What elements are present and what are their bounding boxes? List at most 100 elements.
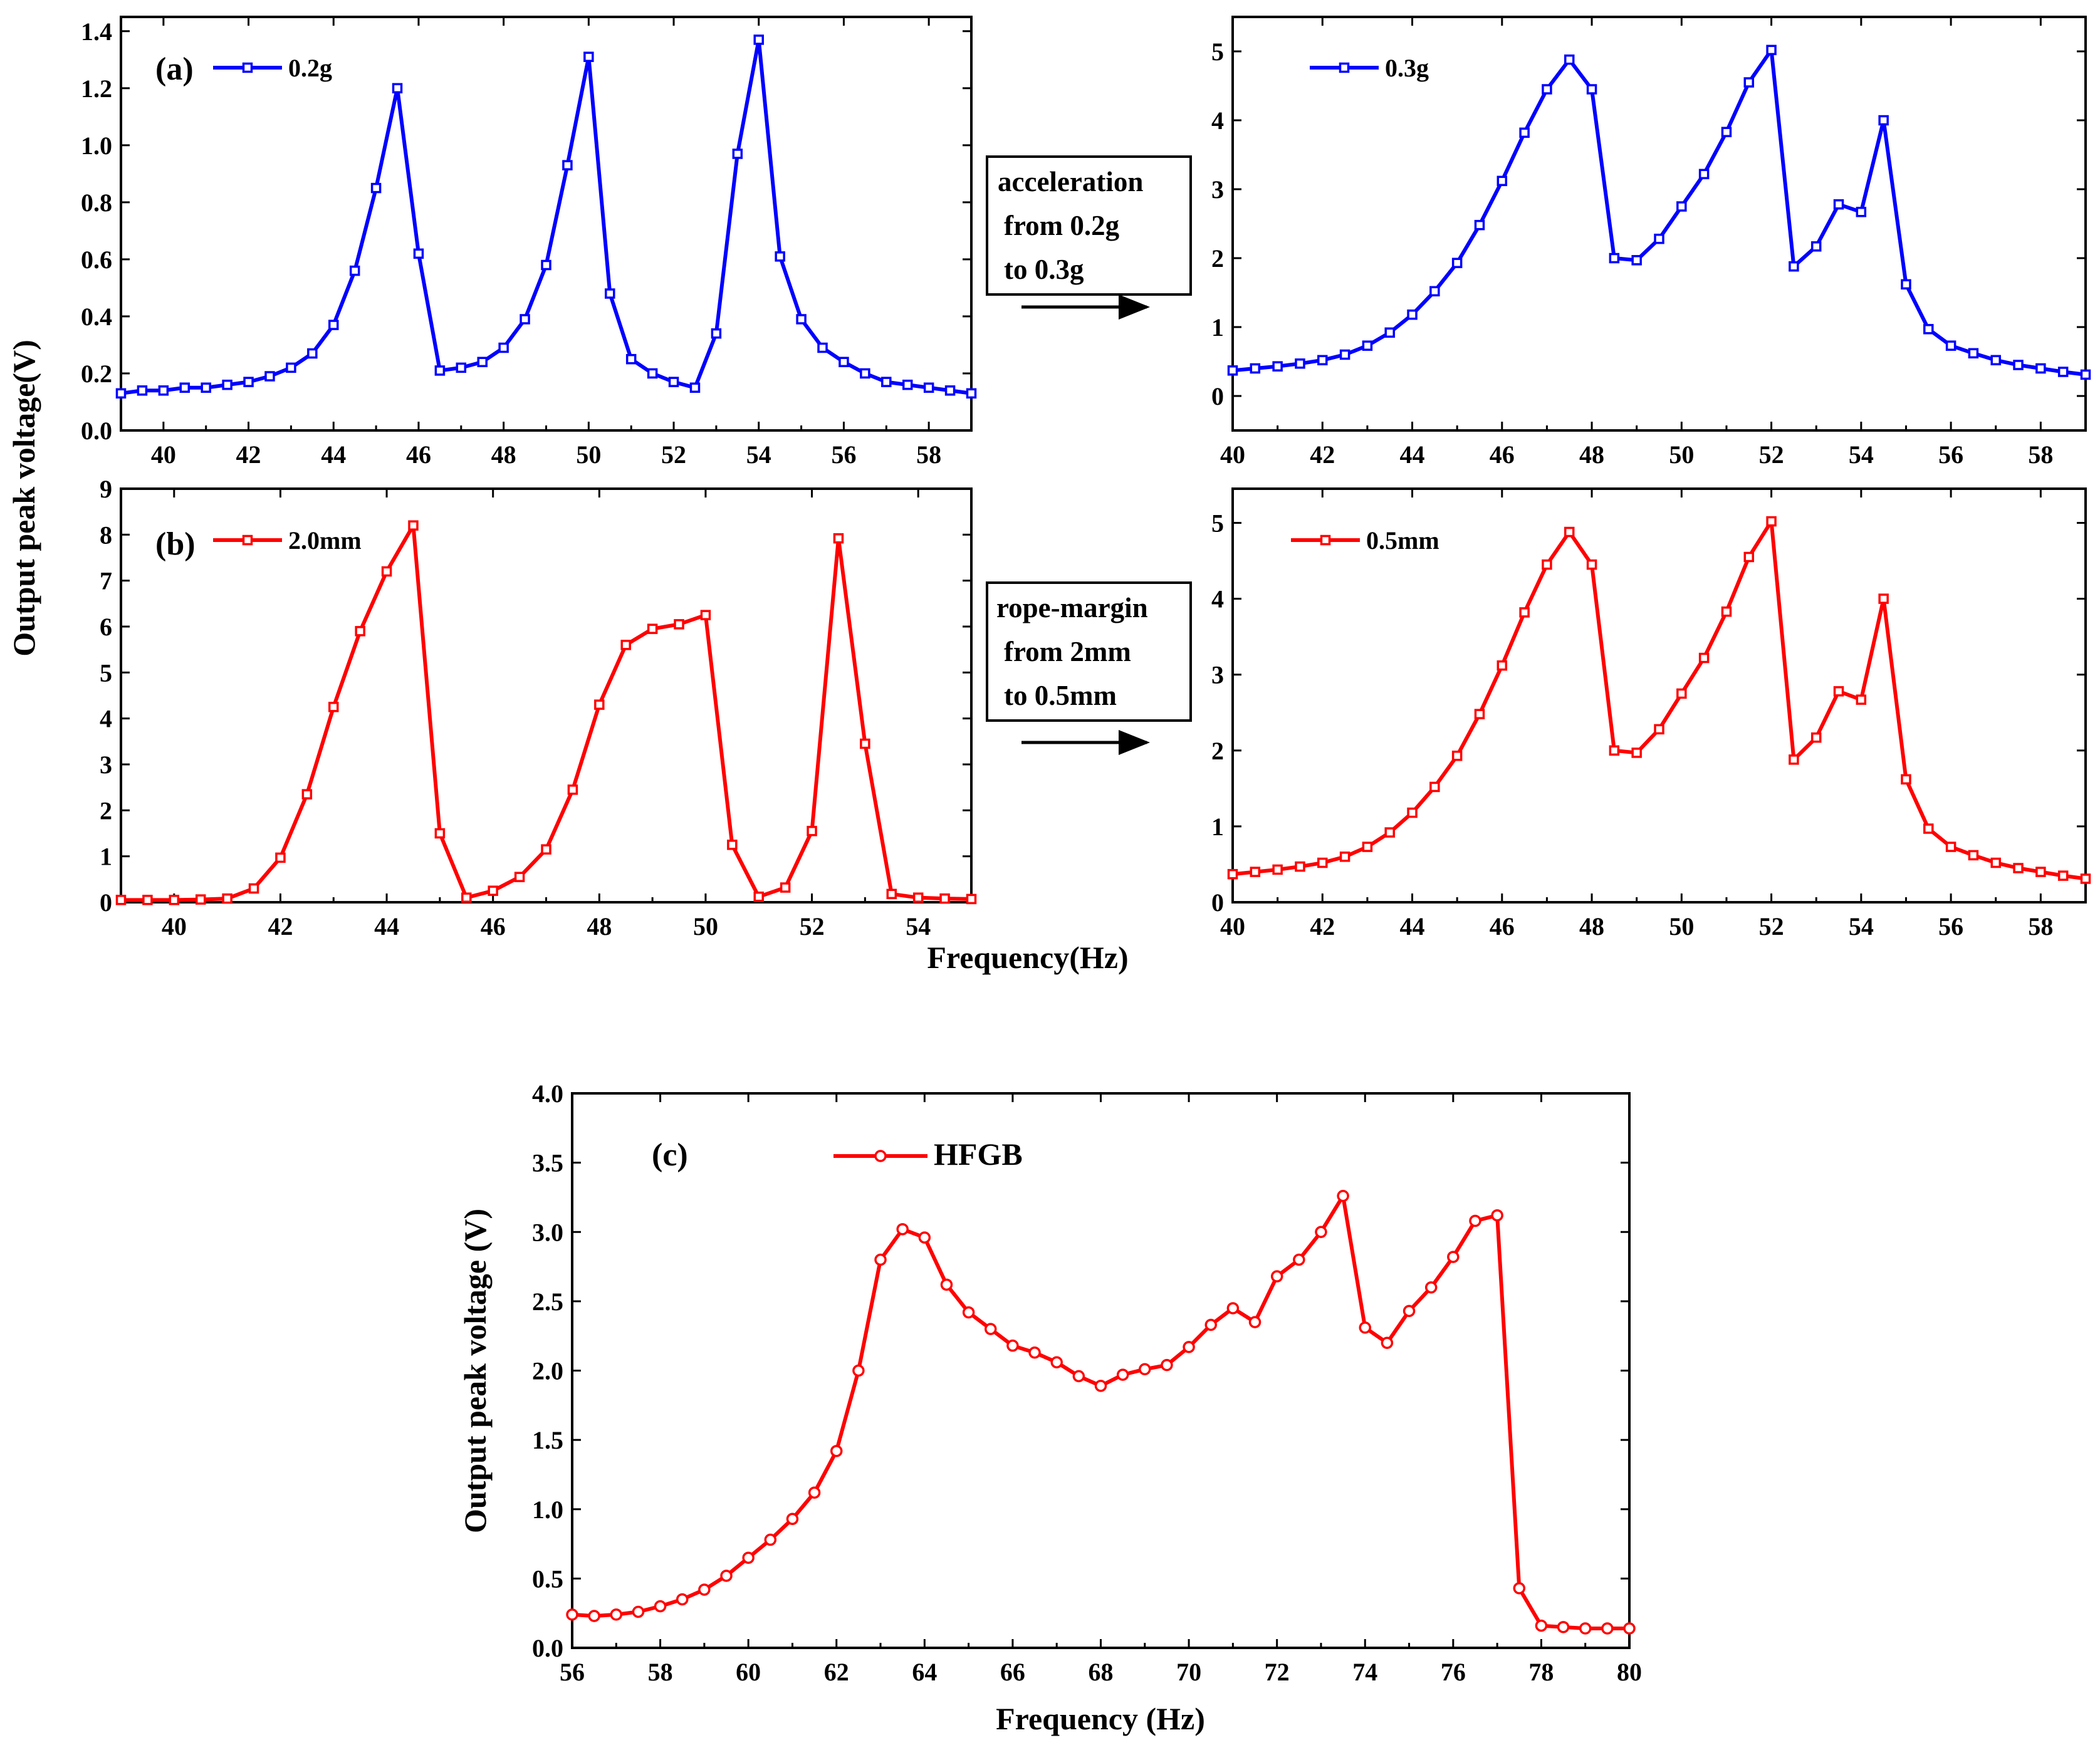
c-data-point: [1226, 1302, 1240, 1315]
b_right-data-point: [1743, 551, 1755, 563]
c-data-point: [896, 1223, 909, 1236]
a_left-data-point: [307, 348, 318, 359]
a_right-x-tick-label: 40: [1220, 440, 1245, 469]
c-data-point: [940, 1278, 953, 1291]
a_right-y-tick-label: 1: [1211, 313, 1224, 341]
b_right-x-tick-label: 40: [1220, 912, 1245, 940]
a_right-data-point: [1362, 340, 1373, 351]
a_left-y-tick-label: 0.4: [81, 303, 112, 331]
a_left-y-tick-label: 0.6: [81, 246, 112, 274]
b_left-x-tick-label: 46: [481, 912, 506, 940]
a_left-x-tick-label: 46: [406, 440, 431, 469]
a_left-data-point: [541, 259, 551, 271]
annotation-rope-margin-box: [986, 581, 1192, 722]
c-x-tick-label: 78: [1528, 1658, 1554, 1686]
b_left-data-point: [647, 623, 658, 634]
chart-b-right: 40 42 44 46 48 50 52 54 56 58 0 1 2 3 4 5 0.5mm: [1211, 487, 2091, 940]
b_right-y-tick-label: 1: [1211, 813, 1224, 841]
c-data-point: [1447, 1251, 1460, 1263]
b_right-data-point: [1833, 686, 1844, 697]
b_left-panel-label: (b): [155, 526, 196, 562]
b_right-x-tick-label: 46: [1490, 912, 1515, 940]
b_right-data-point: [1721, 606, 1732, 617]
c-plot-frame: [571, 1092, 1631, 1649]
b_left-y-tick-label: 5: [100, 659, 112, 687]
a_right-data-point: [1272, 361, 1283, 372]
a_left-x-tick-label: 52: [661, 440, 686, 469]
annotation-rope-margin: rope-margin from 2mm to 0.5mm: [986, 581, 1192, 755]
a_left-data-point: [668, 377, 679, 387]
a_right-data-point: [1631, 255, 1642, 266]
b_left-data-point: [886, 888, 897, 900]
c-data-point: [830, 1445, 843, 1457]
b_left-data-point: [408, 520, 419, 531]
c-data-point: [1359, 1321, 1371, 1334]
a_right-data-point: [1990, 355, 2001, 366]
a_right-data-point: [1654, 233, 1664, 244]
a_right-y-tick-label: 5: [1211, 38, 1224, 66]
chart-b-left: 40 42 44 46 48 50 52 54 0 1 2 3 4 5 6 7 8 9 2.0mm (b): [100, 475, 977, 940]
c-x-tick-label: 64: [912, 1658, 937, 1686]
b_left-x-tick-label: 52: [800, 912, 825, 940]
b_right-data-point: [1968, 850, 1979, 861]
b_right-legend-label: 0.5mm: [1366, 526, 1439, 555]
b_right-data-point: [1227, 868, 1238, 880]
b_right-data-point: [1766, 516, 1777, 527]
a_left-data-point: [456, 362, 467, 373]
a_right-x-tick-label: 50: [1669, 440, 1694, 469]
b_right-data-point: [1923, 823, 1934, 834]
c-data-point: [962, 1306, 975, 1319]
b_right-data-point: [1339, 851, 1350, 862]
b_right-data-point: [1272, 864, 1283, 875]
b_right-y-tick-label: 4: [1211, 585, 1224, 613]
a_right-x-tick-label: 46: [1490, 440, 1515, 469]
b_left-data-point: [381, 566, 392, 577]
b_right-y-tick-label: 3: [1211, 661, 1224, 689]
a_left-data-point: [775, 251, 785, 262]
b_left-series-line: [121, 523, 972, 902]
c-y-tick-label: 2.5: [532, 1288, 563, 1316]
b_right-data-point: [1362, 841, 1373, 852]
b_right-data-point: [1384, 827, 1395, 838]
c-data-point: [786, 1513, 799, 1525]
a_left-data-point: [902, 379, 913, 390]
c-data-point: [1315, 1226, 1327, 1238]
b_right-data-point: [1429, 781, 1440, 793]
b_left-x-tick-label: 44: [374, 912, 399, 940]
a_left-data-point: [243, 377, 254, 387]
c-legend-label: HFGB: [934, 1137, 1023, 1172]
b_right-y-tick-label: 5: [1211, 509, 1224, 537]
b_left-data-point: [328, 702, 339, 712]
c-data-point: [1094, 1380, 1107, 1392]
c-x-tick-label: 56: [560, 1658, 585, 1686]
b_right-data-point: [1676, 688, 1687, 699]
a_right-data-point: [1698, 169, 1710, 180]
a_right-data-point: [1451, 258, 1463, 268]
a_left-data-point: [732, 148, 743, 159]
a_right-series-line: [1232, 48, 2086, 377]
a_right-data-point: [2035, 363, 2046, 374]
b_left-data-point: [514, 872, 525, 882]
a_left-data-point: [647, 368, 658, 379]
a_left-y-tick-label: 0.0: [81, 417, 112, 445]
a_left-panel-label: (a): [155, 51, 194, 87]
b_right-data-point: [1497, 660, 1508, 671]
a_right-data-point: [1810, 241, 1822, 252]
b_left-data-point: [753, 891, 764, 902]
chart-c: 56 58 60 62 64 66 68 70 72 74 76 78 80 0.0 0.5 1.0 1.5 2.…: [457, 1080, 1642, 1736]
a_left-data-point: [179, 382, 191, 393]
c-series-line: [572, 1194, 1629, 1631]
annotation-acceleration-box: [986, 155, 1192, 296]
c-data-point: [742, 1551, 755, 1564]
c-data-point: [1270, 1270, 1283, 1283]
c-data-point: [1623, 1622, 1636, 1635]
c-data-point: [566, 1608, 578, 1621]
c-x-axis-label: Frequency (Hz): [996, 1701, 1205, 1736]
b_right-data-point: [2080, 873, 2091, 884]
c-panel-label: (c): [652, 1137, 688, 1173]
a_right-data-point: [1856, 207, 1867, 217]
a_left-x-tick-label: 44: [321, 440, 346, 469]
b_left-data-point: [275, 852, 286, 863]
c-data-point: [1381, 1336, 1394, 1349]
